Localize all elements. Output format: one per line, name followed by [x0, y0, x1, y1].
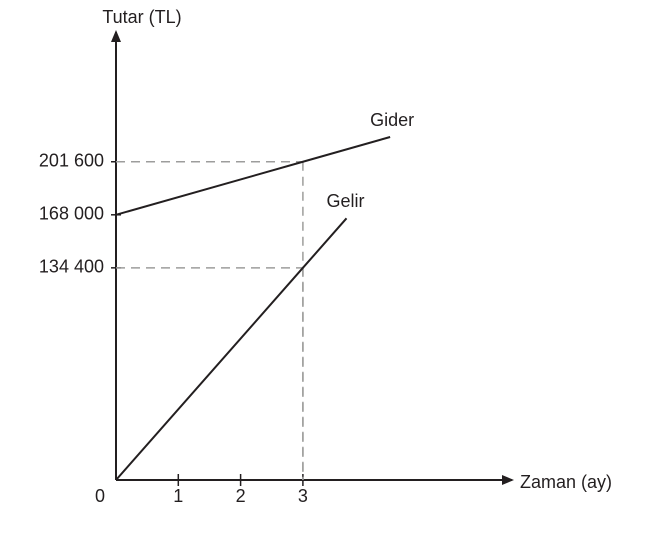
data-line [115, 136, 391, 216]
y-tick-label: 201 600 [39, 151, 104, 171]
x-tick-label: 2 [236, 486, 246, 506]
series-label: Gider [370, 110, 414, 130]
series-label: Gelir [327, 191, 365, 211]
x-tick-label: 1 [173, 486, 183, 506]
data-line [115, 217, 348, 481]
y-axis-label: Tutar (TL) [102, 7, 181, 27]
x-tick-label: 3 [298, 486, 308, 506]
y-tick-label: 134 400 [39, 257, 104, 277]
x-tick-label: 0 [95, 486, 105, 506]
y-tick-label: 168 000 [39, 204, 104, 224]
x-axis-label: Zaman (ay) [520, 472, 612, 492]
